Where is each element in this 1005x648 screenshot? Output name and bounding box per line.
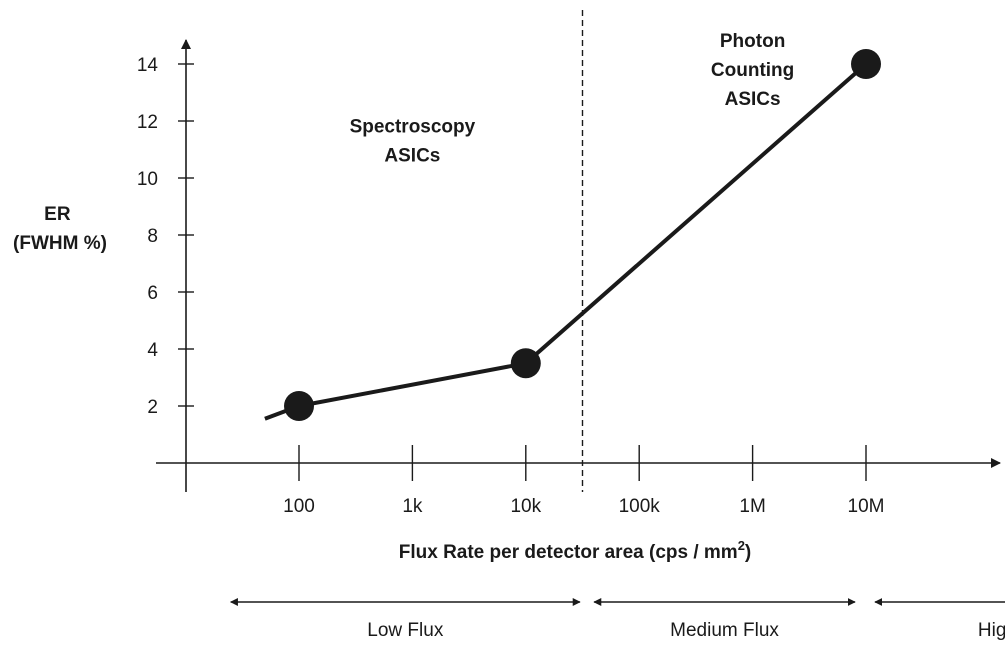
chart-annotations: Spectroscopy ASICs Photon Counting ASICs [350, 31, 795, 166]
annotation-line: Photon [720, 31, 785, 52]
x-tick-label: 1M [739, 496, 765, 517]
y-axis-ticks: 2 4 6 8 10 12 14 [137, 55, 194, 418]
flux-range-label: High Flux [978, 620, 1005, 641]
y-tick-label: 14 [137, 55, 159, 76]
data-point [510, 348, 541, 379]
x-axis-ticks: 100 1k 10k 100k 1M 10M [283, 445, 884, 517]
y-axis-label-line-1: ER [44, 204, 71, 225]
y-tick-label: 10 [137, 169, 158, 190]
flux-range-arrows: Low Flux Medium Flux High Flux [229, 598, 1005, 641]
x-tick-label: 10M [848, 496, 885, 517]
annotation-label: Spectroscopy ASICs [350, 116, 476, 166]
x-tick-label: 100k [619, 496, 661, 517]
annotation-label: Photon Counting ASICs [711, 31, 794, 110]
annotation-line: ASICs [384, 145, 440, 166]
x-axis-label-close: ) [745, 542, 751, 563]
annotation-line: Spectroscopy [350, 116, 476, 137]
data-point [851, 49, 881, 79]
data-series [264, 49, 881, 421]
data-point [284, 391, 314, 421]
y-axis-label: ER (FWHM %) [13, 204, 107, 254]
y-tick-label: 8 [147, 226, 158, 247]
y-tick-label: 2 [147, 397, 158, 418]
flux-range-label: Low Flux [367, 620, 444, 641]
x-tick-label: 1k [402, 496, 423, 517]
x-axis-label: Flux Rate per detector area (cps / mm2) [399, 538, 752, 563]
y-axis-label-line-2: (FWHM %) [13, 233, 107, 254]
x-tick-label: 10k [510, 496, 541, 517]
x-axis-label-superscript: 2 [738, 538, 745, 553]
x-axis-label-text: Flux Rate per detector area (cps / mm [399, 542, 738, 563]
flux-range-label: Medium Flux [670, 620, 779, 641]
series-line [264, 62, 868, 421]
y-tick-label: 4 [147, 340, 158, 361]
annotation-line: ASICs [725, 89, 781, 110]
annotation-line: Counting [711, 60, 794, 81]
y-tick-label: 12 [137, 112, 158, 133]
x-tick-label: 100 [283, 496, 315, 517]
y-tick-label: 6 [147, 283, 158, 304]
